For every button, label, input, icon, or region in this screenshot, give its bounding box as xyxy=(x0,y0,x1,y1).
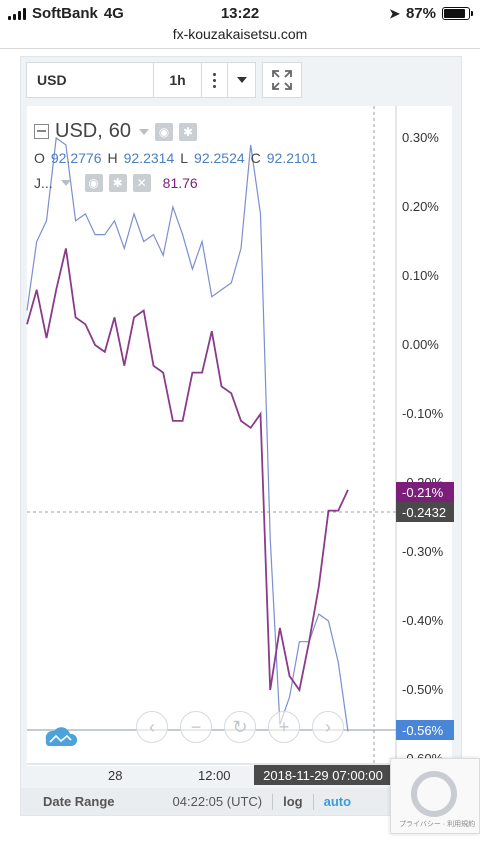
eye-icon[interactable]: ◉ xyxy=(155,122,174,141)
legend-main: USD, 60 ◉ ✱ xyxy=(34,120,198,143)
chart-toolbar: USD 1h xyxy=(26,62,302,98)
ohlc-open-label: O xyxy=(34,150,45,166)
y-tick-label: -0.10% xyxy=(402,406,444,421)
scroll-left-button[interactable]: ‹ xyxy=(136,711,168,743)
indicator-name: J... xyxy=(34,175,53,191)
carrier-name: SoftBank xyxy=(32,5,98,22)
fullscreen-button[interactable] xyxy=(262,62,302,98)
scroll-right-button[interactable]: › xyxy=(312,711,344,743)
clock: 13:22 xyxy=(220,5,260,22)
zoom-in-button[interactable]: + xyxy=(268,711,300,743)
location-arrow-icon: ➤ xyxy=(389,5,400,21)
symbol-input[interactable]: USD xyxy=(26,62,154,98)
recaptcha-logo-icon xyxy=(411,771,457,817)
interval-dropdown-button[interactable] xyxy=(228,62,256,98)
vertical-dots-icon xyxy=(213,72,216,88)
fullscreen-icon xyxy=(272,70,292,90)
interval-button[interactable]: 1h xyxy=(154,62,202,98)
series-group xyxy=(26,136,349,732)
indicator-eye-icon[interactable]: ◉ xyxy=(84,174,103,192)
y-tick-label: -0.30% xyxy=(402,544,444,559)
caret-down-icon xyxy=(236,77,247,83)
y-tick-label: -0.50% xyxy=(402,682,444,697)
ohlc-values: O 92.2776 H 92.2314 L 92.2524 C 92.2101 xyxy=(34,150,317,166)
price-series-line xyxy=(26,136,349,732)
ohlc-low-value: 92.2524 xyxy=(194,150,245,166)
crosshair-time-tag: 2018-11-29 07:00:00 xyxy=(254,765,392,785)
utc-time[interactable]: 04:22:05 (UTC) xyxy=(172,794,263,809)
legend-period: 60 xyxy=(108,120,132,142)
indicator-caret-icon[interactable] xyxy=(60,180,71,186)
y-tick-label: -0.40% xyxy=(402,613,444,628)
battery-percent: 87% xyxy=(405,5,436,22)
crosshair-price-tag: -0.2432 xyxy=(396,502,454,522)
ohlc-close-label: C xyxy=(250,150,261,166)
chevron-left-icon: ‹ xyxy=(149,716,155,737)
recaptcha-text: プライバシー · 利用規約 xyxy=(399,821,476,828)
chevron-right-icon: › xyxy=(325,716,331,737)
log-scale-toggle[interactable]: log xyxy=(283,794,303,809)
legend-comma: , xyxy=(97,120,103,142)
x-tick-label: 12:00 xyxy=(198,768,231,783)
signal-icon xyxy=(8,7,26,20)
minus-icon: − xyxy=(190,716,202,737)
indicator-series-line xyxy=(26,248,349,693)
zoom-out-button[interactable]: − xyxy=(180,711,212,743)
bottom-toolbar: Date Range 04:22:05 (UTC) log auto xyxy=(21,788,461,815)
status-bar: SoftBank 4G 13:22 ➤ 87% xyxy=(0,0,480,26)
address-divider xyxy=(0,48,480,49)
last-price-tag: -0.56% xyxy=(396,720,454,740)
battery-icon xyxy=(442,7,473,20)
indicator-price-tag: -0.21% xyxy=(396,482,454,502)
indicator-value: 81.76 xyxy=(162,175,198,191)
separator xyxy=(312,793,314,810)
status-right: ➤ 87% xyxy=(389,5,473,22)
indicator-legend: J... ◉ ✱ ✕ 81.76 xyxy=(34,174,198,192)
y-tick-label: 0.10% xyxy=(402,268,439,283)
address-bar-url[interactable]: fx-kouzakaisetsu.com xyxy=(172,26,308,42)
recaptcha-badge[interactable]: プライバシー · 利用規約 xyxy=(390,758,480,834)
indicator-gear-icon[interactable]: ✱ xyxy=(108,174,127,192)
indicator-close-icon[interactable]: ✕ xyxy=(132,174,151,192)
date-range-button[interactable]: Date Range xyxy=(43,794,115,809)
ohlc-high-value: 92.2314 xyxy=(123,150,175,166)
ohlc-low-label: L xyxy=(180,150,189,166)
collapse-legend-icon[interactable] xyxy=(34,124,49,139)
y-tick-label: 0.30% xyxy=(402,130,439,145)
gear-icon[interactable]: ✱ xyxy=(179,122,198,141)
y-tick-label: 0.20% xyxy=(402,199,439,214)
ohlc-high-label: H xyxy=(107,150,118,166)
reset-button[interactable]: ↻ xyxy=(224,711,256,743)
chart-pane xyxy=(27,106,452,766)
separator xyxy=(272,793,274,810)
auto-scale-toggle[interactable]: auto xyxy=(323,794,352,809)
legend-caret-icon[interactable] xyxy=(139,128,150,135)
x-tick-label: 28 xyxy=(108,768,123,783)
plus-icon: + xyxy=(278,716,290,737)
ohlc-open-value: 92.2776 xyxy=(50,150,102,166)
ohlc-close-value: 92.2101 xyxy=(266,150,318,166)
y-tick-label: 0.00% xyxy=(402,337,439,352)
network-type: 4G xyxy=(103,5,124,22)
status-left: SoftBank 4G xyxy=(8,5,124,22)
cloud-logo-icon xyxy=(45,727,78,746)
refresh-icon: ↻ xyxy=(232,716,248,737)
more-options-button[interactable] xyxy=(202,62,228,98)
legend-symbol: USD xyxy=(55,120,98,142)
